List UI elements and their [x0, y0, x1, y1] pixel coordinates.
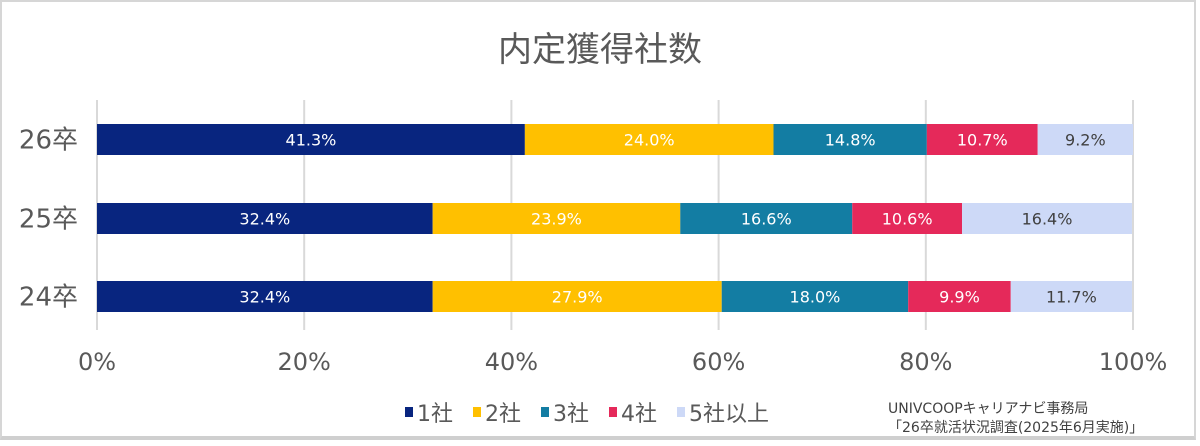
bar-segment [97, 203, 433, 234]
legend-item: 5社以上 [677, 396, 769, 428]
legend-item: 4社 [609, 396, 657, 428]
chart-title: 内定獲得社数 [498, 30, 702, 70]
legend: 1社 2社 3社 4社 5社以上 [405, 396, 769, 428]
bar-segment [908, 281, 1011, 312]
x-tick-label: 20% [278, 348, 331, 376]
data-label: 9.2% [1065, 131, 1106, 150]
legend-label: 2社 [485, 402, 521, 427]
data-label: 10.6% [882, 210, 933, 229]
data-label: 27.9% [552, 288, 603, 307]
data-label: 18.0% [790, 288, 841, 307]
x-tick-label: 40% [485, 348, 538, 376]
data-label: 32.4% [239, 288, 290, 307]
bar-segment [97, 281, 433, 312]
bar-segment [1010, 281, 1132, 312]
bar-segment [524, 124, 774, 155]
legend-swatch [677, 407, 685, 417]
data-label: 16.4% [1022, 210, 1073, 229]
source-line: 「26卒就活状況調査(2025年6月実施)」 [888, 420, 1144, 436]
legend-item: 2社 [473, 396, 521, 428]
bar-segment [680, 203, 853, 234]
data-label: 24.0% [624, 131, 675, 150]
legend-swatch [473, 407, 481, 417]
data-label: 14.8% [825, 131, 876, 150]
legend-label: 5社以上 [689, 402, 769, 427]
bar-segment [721, 281, 909, 312]
data-label: 23.9% [531, 210, 582, 229]
legend-label: 3社 [553, 402, 589, 427]
bar-segment [962, 203, 1132, 234]
category-label: 24卒 [19, 283, 78, 313]
source-note: UNIVCOOPキャリアナビ事務局 「26卒就活状況調査(2025年6月実施)」 [888, 400, 1143, 438]
legend-item: 1社 [405, 396, 453, 428]
legend-label: 1社 [417, 402, 453, 427]
data-label: 9.9% [939, 288, 980, 307]
data-label: 32.4% [239, 210, 290, 229]
data-label: 11.7% [1046, 288, 1097, 307]
bar-segment [852, 203, 963, 234]
data-label: 10.7% [957, 131, 1008, 150]
bar-segment [773, 124, 927, 155]
category-label: 26卒 [19, 126, 78, 156]
legend-swatch [541, 407, 549, 417]
bar-segment [432, 203, 681, 234]
x-tick-label: 60% [692, 348, 745, 376]
data-label: 16.6% [741, 210, 792, 229]
bar-segment [432, 281, 722, 312]
data-label: 41.3% [286, 131, 337, 150]
x-tick-label: 100% [1099, 348, 1168, 376]
bar-segment [97, 124, 525, 155]
x-tick-label: 80% [899, 348, 952, 376]
legend-item: 3社 [541, 396, 589, 428]
category-label: 25卒 [19, 205, 78, 235]
legend-label: 4社 [621, 402, 657, 427]
legend-swatch [405, 407, 413, 417]
source-line: UNIVCOOPキャリアナビ事務局 [888, 401, 1089, 417]
bar-segment [926, 124, 1038, 155]
bar-segment [1037, 124, 1133, 155]
x-tick-label: 0% [78, 348, 116, 376]
legend-swatch [609, 407, 617, 417]
